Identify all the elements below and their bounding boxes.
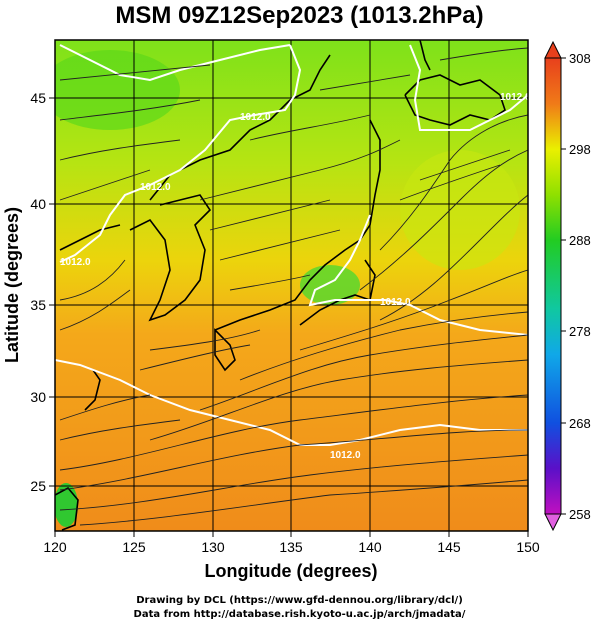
colorbar: 308 298 288 278 268 258 <box>544 40 591 532</box>
credit-drawing: Drawing by DCL (https://www.gfd-dennou.o… <box>136 595 463 606</box>
x-tick-labels: 120 125 130 135 140 145 150 <box>43 539 540 555</box>
tick-marks <box>49 97 529 537</box>
y-tick-label: 30 <box>30 389 46 405</box>
grid <box>55 40 528 531</box>
y-tick-label: 45 <box>30 90 46 106</box>
pressure-contours <box>55 44 528 446</box>
x-tick-label: 120 <box>43 539 67 555</box>
y-tick-label: 40 <box>30 196 46 212</box>
cool-area <box>55 50 180 130</box>
colorbar-tick-label: 268 <box>569 416 591 431</box>
x-tick-label: 125 <box>122 539 146 555</box>
streamlines <box>59 47 528 526</box>
colorbar-bottom-arrow <box>544 513 562 532</box>
contour-label: 1012.0 <box>140 182 171 193</box>
x-tick-label: 135 <box>279 539 303 555</box>
colorbar-tick-label: 278 <box>569 324 591 339</box>
y-tick-label: 25 <box>30 478 46 494</box>
contour-label: 1012.0 <box>60 257 91 268</box>
x-axis-title: Longitude (degrees) <box>204 561 377 581</box>
colorbar-top-arrow <box>544 40 562 59</box>
x-tick-label: 150 <box>516 539 540 555</box>
x-tick-label: 145 <box>437 539 461 555</box>
x-tick-label: 130 <box>201 539 225 555</box>
cool-area <box>400 150 520 270</box>
y-tick-label: 35 <box>30 297 46 313</box>
credit-data: Data from http://database.rish.kyoto-u.a… <box>133 609 466 620</box>
y-axis-title: Latitude (degrees) <box>2 207 22 363</box>
colorbar-tick-label: 288 <box>569 233 591 248</box>
colorbar-tick-label: 258 <box>569 507 591 522</box>
contour-label: 1012.0 <box>330 450 361 461</box>
y-tick-labels: 45 40 35 30 25 <box>30 90 46 494</box>
contour-label: 1012.0 <box>240 112 271 123</box>
x-tick-label: 140 <box>358 539 382 555</box>
contour-labels: 1012.0 1012.0 1012.0 1012.0 1012.0 1012.… <box>60 92 531 461</box>
contour-label: 1012.0 <box>500 92 531 103</box>
contour-label: 1012.0 <box>380 297 411 308</box>
colorbar-scale <box>544 57 562 515</box>
colorbar-tick-label: 308 <box>569 51 591 66</box>
colorbar-tick-label: 298 <box>569 142 591 157</box>
coastlines <box>55 40 506 531</box>
page-title: MSM 09Z12Sep2023 (1013.2hPa) <box>115 2 484 29</box>
map-plot-area: 1012.0 1012.0 1012.0 1012.0 1012.0 1012.… <box>55 40 531 531</box>
